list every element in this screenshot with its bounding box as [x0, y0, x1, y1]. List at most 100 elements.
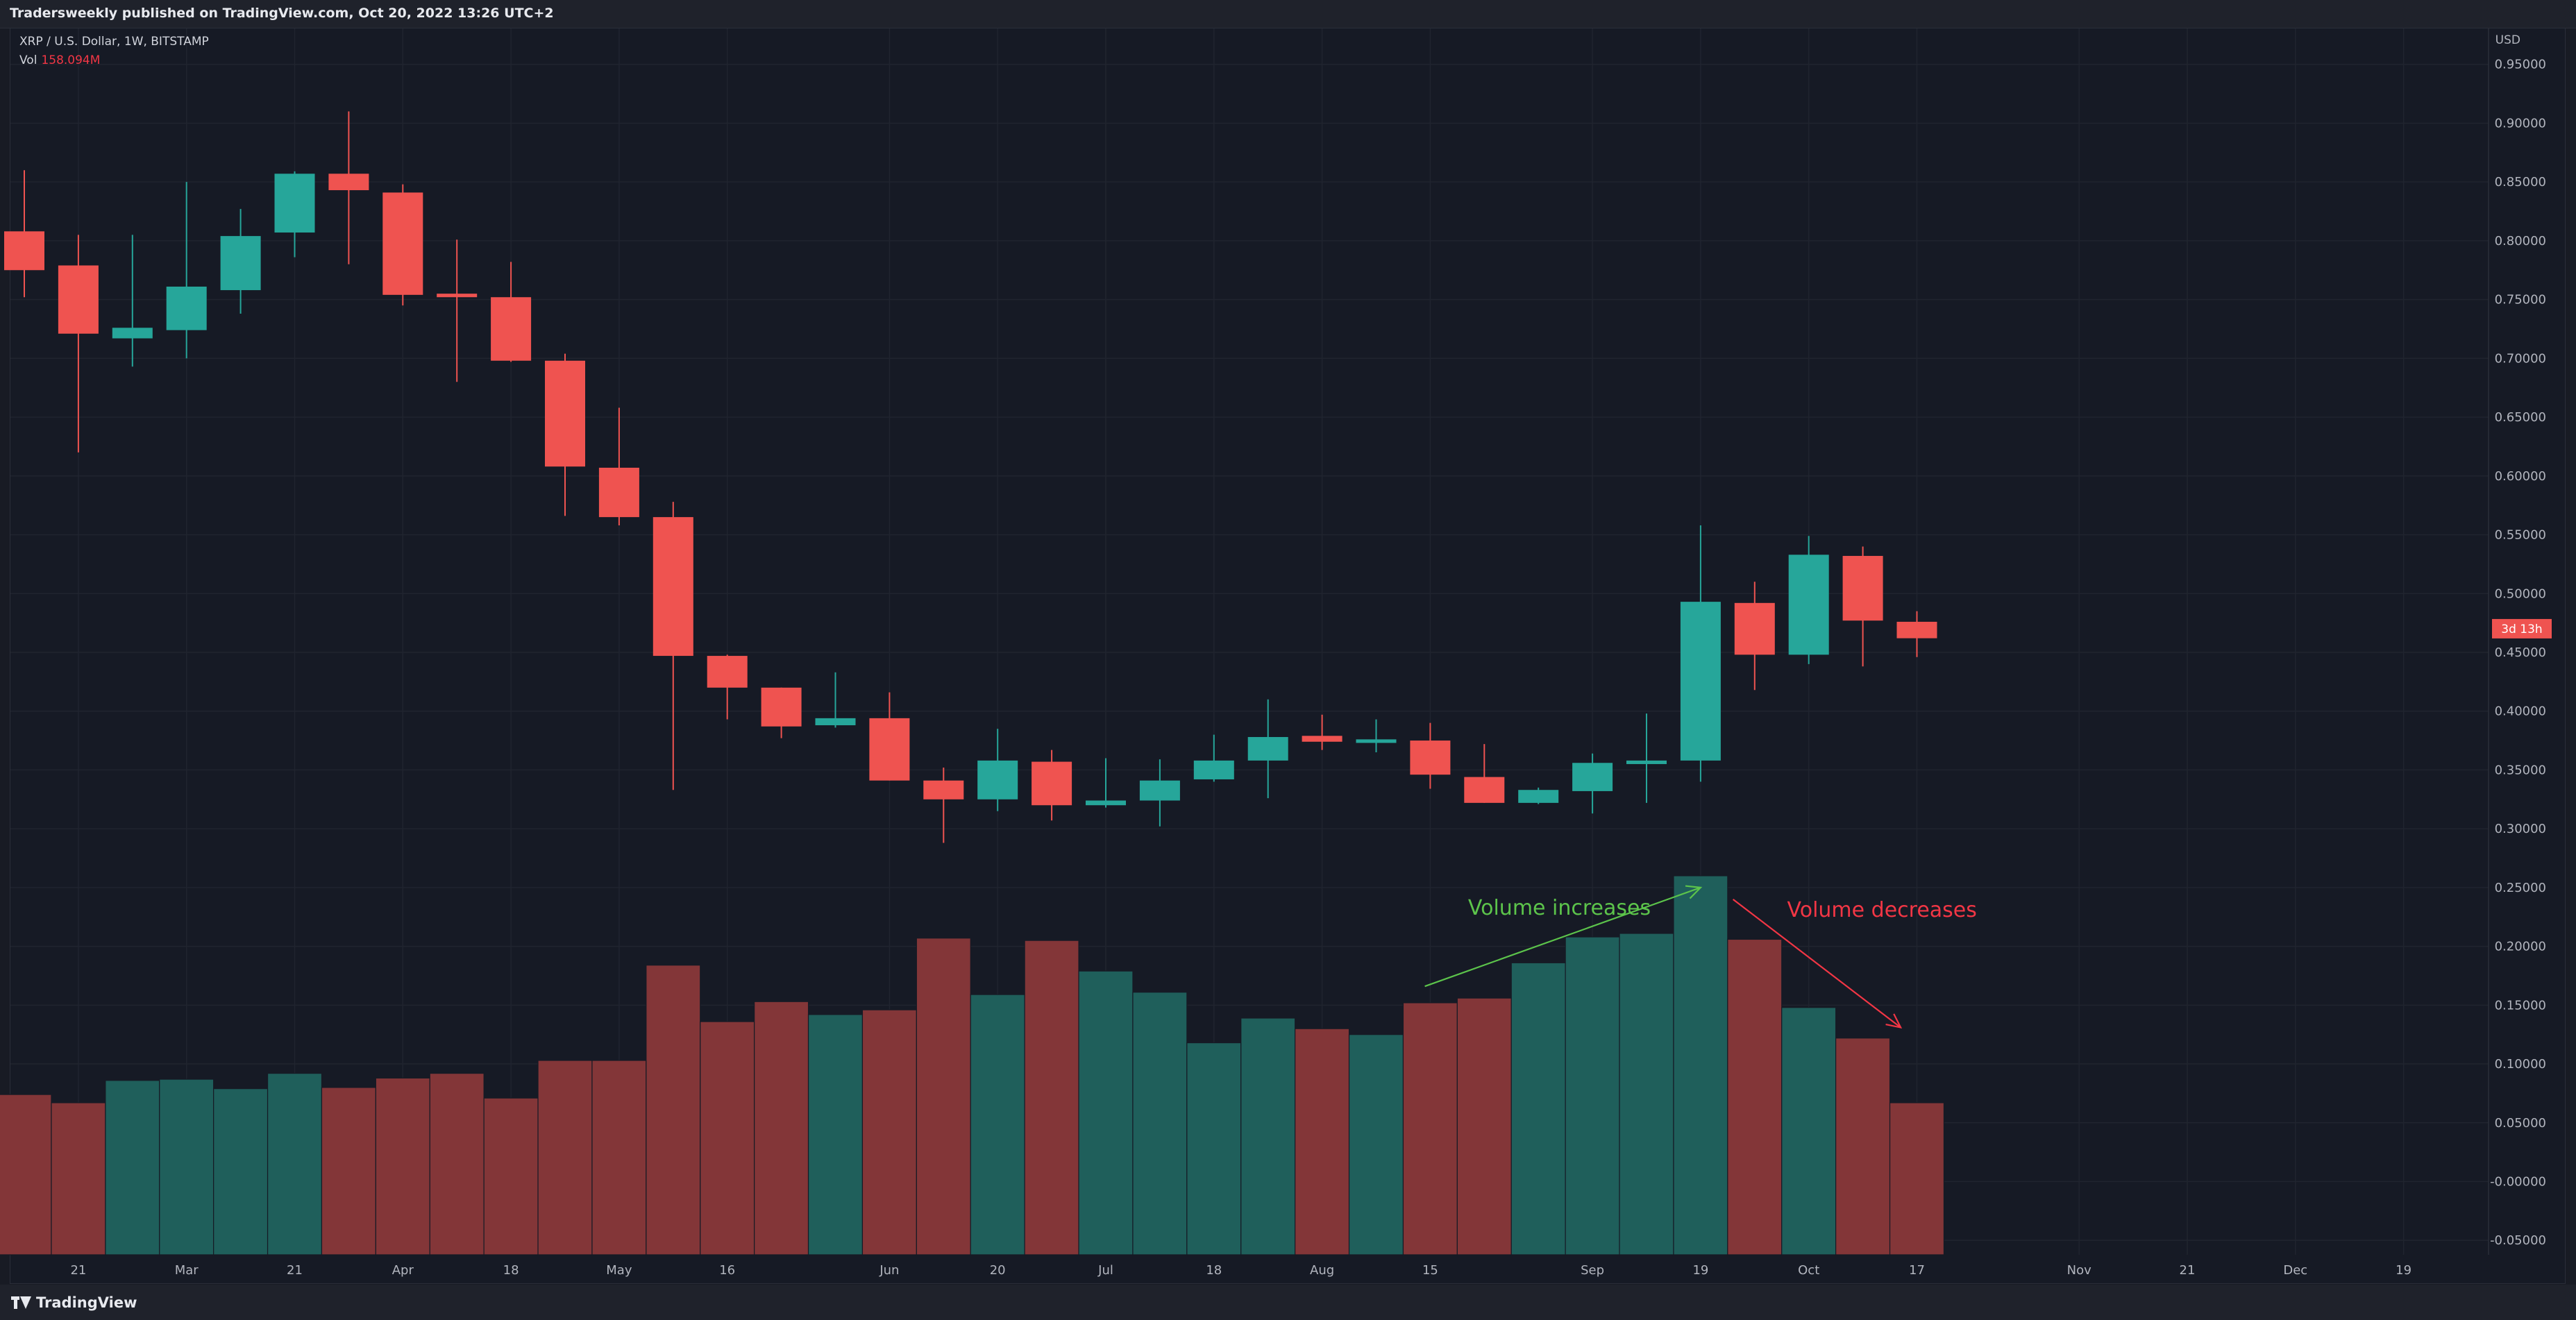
volume-bar[interactable]: [0, 1094, 52, 1255]
volume-bar[interactable]: [1727, 938, 1783, 1255]
volume-bar[interactable]: [1348, 1034, 1404, 1255]
volume-bar[interactable]: [916, 938, 971, 1255]
candle-body[interactable]: [166, 286, 207, 330]
candle-body[interactable]: [1193, 760, 1234, 779]
candle-body[interactable]: [653, 517, 693, 657]
x-tick-label: 15: [1422, 1263, 1438, 1278]
candle-body[interactable]: [491, 297, 532, 361]
candle-body[interactable]: [1896, 621, 1937, 638]
annotation-arrow-line[interactable]: [1732, 898, 1901, 1029]
volume-bar[interactable]: [807, 1014, 864, 1255]
y-tick-label: 0.85000: [2495, 175, 2546, 189]
candle-body[interactable]: [58, 265, 99, 334]
volume-bar[interactable]: [1295, 1028, 1350, 1255]
y-tick-label: 0.05000: [2495, 1116, 2546, 1131]
volume-bar[interactable]: [1619, 933, 1674, 1255]
volume-bar[interactable]: [1565, 936, 1620, 1255]
volume-bar[interactable]: [1510, 962, 1566, 1255]
y-tick-label: 0.60000: [2495, 469, 2546, 484]
candle-body[interactable]: [1626, 760, 1667, 764]
candle-body[interactable]: [707, 656, 748, 688]
volume-bar[interactable]: [1673, 875, 1728, 1255]
y-tick-label: 0.30000: [2495, 822, 2546, 836]
brand-name: TradingView: [36, 1294, 137, 1311]
volume-bar[interactable]: [375, 1077, 430, 1255]
candle-body[interactable]: [869, 718, 910, 781]
candle-body[interactable]: [112, 328, 153, 339]
x-tick-label: Apr: [392, 1263, 414, 1278]
y-tick-label: 0.55000: [2495, 528, 2546, 543]
candle-body[interactable]: [1464, 777, 1505, 803]
volume-bar[interactable]: [591, 1060, 647, 1255]
x-tick-label: 21: [2180, 1263, 2196, 1278]
volume-bar[interactable]: [1078, 970, 1134, 1255]
annotation-arrow-line[interactable]: [1424, 886, 1701, 988]
volume-bar[interactable]: [105, 1080, 160, 1255]
candle-body[interactable]: [598, 467, 639, 518]
candle-body[interactable]: [1842, 556, 1883, 621]
candle-body[interactable]: [328, 174, 369, 191]
candle-body[interactable]: [1788, 555, 1829, 655]
volume-bar[interactable]: [267, 1073, 323, 1255]
volume-bar[interactable]: [700, 1021, 755, 1255]
x-tick-label: 18: [503, 1263, 519, 1278]
x-tick-label: Sep: [1581, 1263, 1604, 1278]
volume-bar[interactable]: [483, 1097, 539, 1255]
candle-body[interactable]: [1139, 780, 1180, 801]
candle-body[interactable]: [1734, 602, 1775, 655]
candle-body[interactable]: [1410, 741, 1451, 775]
candle-body[interactable]: [1032, 761, 1072, 806]
volume-bar[interactable]: [1402, 1002, 1458, 1255]
candle-body[interactable]: [4, 231, 44, 271]
y-tick-label: 0.40000: [2495, 704, 2546, 719]
y-tick-label: -0.05000: [2490, 1233, 2546, 1248]
volume-bar[interactable]: [159, 1078, 214, 1255]
volume-bar[interactable]: [1240, 1017, 1296, 1255]
y-tick-label: 0.35000: [2495, 763, 2546, 777]
volume-bar[interactable]: [321, 1087, 376, 1255]
volume-bar[interactable]: [970, 994, 1025, 1255]
candle-body[interactable]: [1086, 800, 1126, 806]
volume-bar[interactable]: [1024, 940, 1079, 1255]
candle-body[interactable]: [382, 192, 423, 295]
volume-bar[interactable]: [429, 1073, 485, 1255]
candle-body[interactable]: [1247, 736, 1288, 761]
volume-bar[interactable]: [1781, 1007, 1837, 1255]
volume-bar[interactable]: [1835, 1038, 1891, 1255]
annotation-volume-decreases: Volume decreases: [1787, 898, 1977, 922]
volume-bar[interactable]: [51, 1102, 106, 1255]
volume-bar[interactable]: [1456, 997, 1512, 1255]
volume-bar[interactable]: [1889, 1102, 1945, 1255]
candle-body[interactable]: [923, 780, 964, 799]
volume-bar[interactable]: [1132, 992, 1188, 1255]
candle-body[interactable]: [977, 760, 1018, 799]
volume-bar[interactable]: [537, 1060, 593, 1255]
volume-bar[interactable]: [754, 1001, 809, 1255]
x-tick-label: 18: [1206, 1263, 1222, 1278]
y-tick-label: 0.70000: [2495, 351, 2546, 366]
volume-bar[interactable]: [646, 965, 701, 1255]
candle-body[interactable]: [220, 236, 261, 291]
candle-body[interactable]: [1356, 739, 1397, 743]
tradingview-logo[interactable]: TradingView: [11, 1294, 137, 1311]
annotation-arrow-head: [1885, 1013, 1903, 1029]
y-tick-label: 0.45000: [2495, 645, 2546, 660]
candle-body[interactable]: [545, 360, 585, 467]
candle-body[interactable]: [1302, 736, 1342, 742]
y-tick-label: 0.20000: [2495, 940, 2546, 954]
candle-body[interactable]: [274, 174, 315, 233]
candle-body[interactable]: [815, 718, 856, 726]
candle-body[interactable]: [1572, 763, 1613, 791]
tradingview-logo-icon: [11, 1296, 32, 1309]
volume-bar[interactable]: [213, 1088, 269, 1255]
volume-bar[interactable]: [861, 1009, 917, 1255]
candle-body[interactable]: [1518, 790, 1559, 803]
volume-label: Vol: [19, 53, 37, 67]
y-tick-label: 0.65000: [2495, 410, 2546, 425]
candle-body[interactable]: [761, 687, 802, 727]
candle-body[interactable]: [437, 294, 478, 298]
candle-body[interactable]: [1680, 602, 1721, 761]
volume-bar[interactable]: [1186, 1042, 1242, 1255]
price-tag[interactable]: [2492, 618, 2552, 638]
